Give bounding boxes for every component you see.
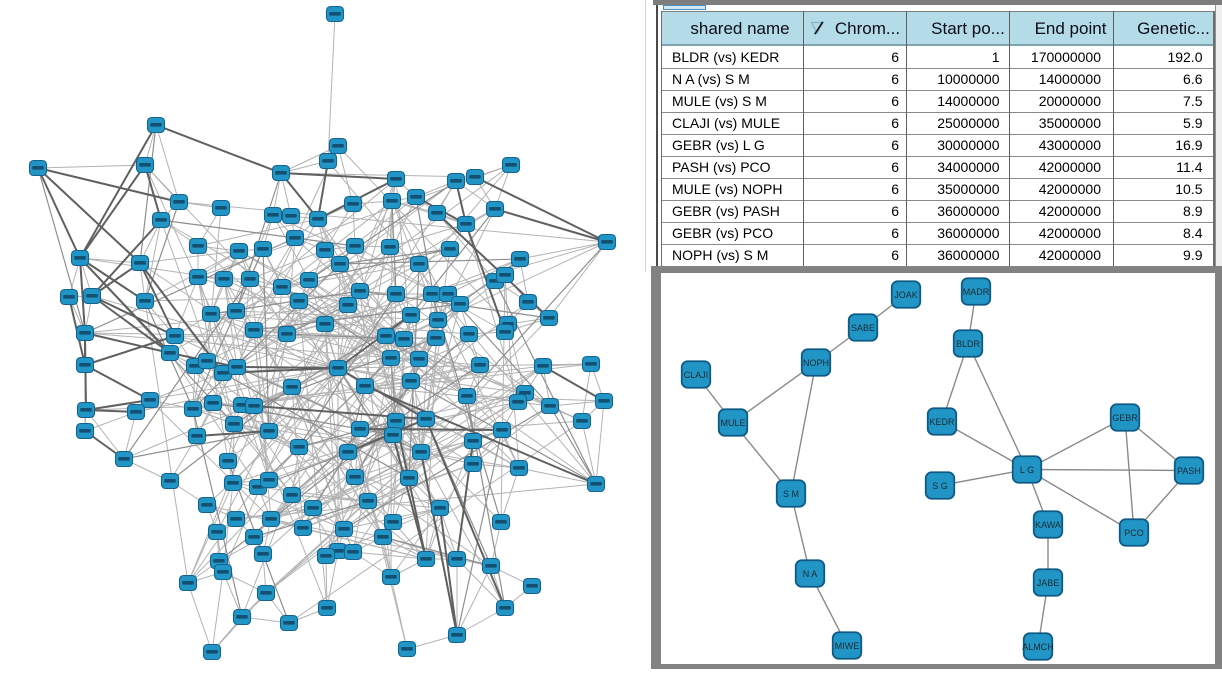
svg-text:PCO: PCO xyxy=(1124,527,1144,537)
svg-text:KEDR: KEDR xyxy=(929,416,955,426)
svg-text:N A: N A xyxy=(803,568,818,578)
svg-text:JABE: JABE xyxy=(1037,577,1060,587)
svg-text:NOPH: NOPH xyxy=(803,357,829,367)
svg-text:CLAJI: CLAJI xyxy=(684,369,709,379)
svg-text:L G: L G xyxy=(1020,464,1034,474)
svg-text:MIWE: MIWE xyxy=(835,640,860,650)
svg-text:BLDR: BLDR xyxy=(956,338,981,348)
svg-text:MULE: MULE xyxy=(720,417,745,427)
svg-text:KAWA: KAWA xyxy=(1035,519,1061,529)
svg-text:MADR: MADR xyxy=(963,286,990,296)
svg-text:ALMCH: ALMCH xyxy=(1022,641,1054,651)
svg-text:PASH: PASH xyxy=(1177,465,1201,475)
svg-text:SABE: SABE xyxy=(851,322,875,332)
svg-text:S G: S G xyxy=(932,480,948,490)
svg-text:JOAK: JOAK xyxy=(894,289,918,299)
svg-text:S M: S M xyxy=(783,488,799,498)
svg-text:GEBR: GEBR xyxy=(1112,412,1138,422)
